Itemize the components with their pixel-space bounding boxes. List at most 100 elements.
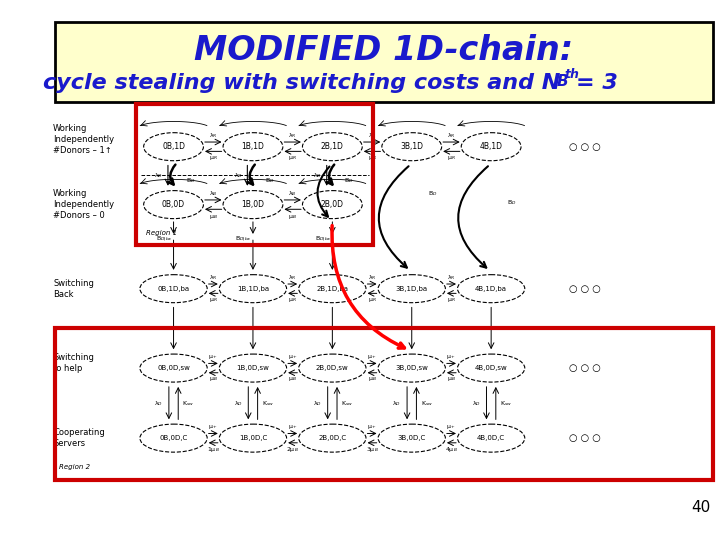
Text: 0B,0D: 0B,0D [162, 200, 185, 209]
Ellipse shape [299, 354, 366, 382]
Text: λ$_D$: λ$_D$ [472, 399, 481, 408]
Text: μ$_R$: μ$_R$ [288, 154, 297, 162]
Text: 2B,1D: 2B,1D [321, 142, 343, 151]
Text: μ$_+$: μ$_+$ [446, 353, 456, 361]
Text: 3B,1D: 3B,1D [400, 142, 423, 151]
Text: λ$_R$: λ$_R$ [447, 273, 456, 282]
Text: 2B,0D: 2B,0D [321, 200, 344, 209]
Text: λ$_R$: λ$_R$ [289, 131, 297, 140]
Text: 0B,1D,ba: 0B,1D,ba [158, 286, 189, 292]
Text: λ$_D$: λ$_D$ [396, 324, 405, 333]
Text: Switching
Back: Switching Back [53, 279, 94, 299]
Text: λ$_D$: λ$_D$ [233, 399, 243, 408]
Text: λ$_D$: λ$_D$ [154, 171, 163, 180]
Ellipse shape [223, 191, 283, 219]
Text: B$_{D|ba}$: B$_{D|ba}$ [315, 235, 331, 244]
Text: B$_{D|ba}$: B$_{D|ba}$ [156, 235, 172, 244]
Text: λ$_R$: λ$_R$ [209, 273, 217, 282]
Text: 0B,0D,C: 0B,0D,C [159, 435, 188, 441]
Text: μ$_+$: μ$_+$ [287, 423, 297, 431]
Text: cycle stealing with switching costs and N: cycle stealing with switching costs and … [42, 73, 560, 93]
Text: K$_{sw}$: K$_{sw}$ [500, 399, 512, 408]
Ellipse shape [144, 191, 204, 219]
Text: 3B,0D,sw: 3B,0D,sw [395, 365, 428, 371]
Ellipse shape [220, 424, 287, 452]
Text: μ$_+$: μ$_+$ [208, 353, 218, 361]
Ellipse shape [223, 133, 283, 161]
Text: B$_{D+ba}$: B$_{D+ba}$ [495, 324, 513, 333]
Text: 2B,1D,ba: 2B,1D,ba [316, 286, 348, 292]
Text: 3B,0D,C: 3B,0D,C [397, 435, 426, 441]
Text: B$_D$: B$_D$ [428, 189, 437, 198]
Text: μ$_B$: μ$_B$ [368, 375, 377, 383]
Text: λ$_D$: λ$_D$ [313, 171, 322, 180]
Text: 40: 40 [691, 500, 711, 515]
Text: ○ ○ ○: ○ ○ ○ [569, 363, 600, 373]
Text: th: th [564, 68, 579, 80]
Text: 1B,1D,ba: 1B,1D,ba [237, 286, 269, 292]
Text: K$_{sw}$: K$_{sw}$ [182, 399, 194, 408]
Ellipse shape [299, 275, 366, 303]
Ellipse shape [462, 133, 521, 161]
Text: μ$_R$: μ$_R$ [447, 154, 456, 162]
Text: λ$_B$: λ$_B$ [209, 189, 217, 198]
Text: 3μ$_B$: 3μ$_B$ [366, 445, 379, 454]
Text: μ$_R$: μ$_R$ [209, 296, 217, 304]
Ellipse shape [140, 354, 207, 382]
Text: 2μ$_B$: 2μ$_B$ [287, 445, 299, 454]
Ellipse shape [299, 424, 366, 452]
Text: λ$_R$: λ$_R$ [368, 131, 377, 140]
Text: 3B,1D,ba: 3B,1D,ba [396, 286, 428, 292]
Text: 4B,0D,C: 4B,0D,C [477, 435, 505, 441]
Text: Region 2: Region 2 [58, 464, 90, 470]
Text: 2B,0D,sw: 2B,0D,sw [316, 365, 348, 371]
FancyBboxPatch shape [48, 102, 720, 522]
Text: Working
Independently
#Donors – 0: Working Independently #Donors – 0 [53, 189, 114, 220]
Ellipse shape [302, 133, 362, 161]
Text: μ$_+$: μ$_+$ [446, 423, 456, 431]
Text: λ$_D$: λ$_D$ [392, 399, 401, 408]
Text: B$_D$: B$_D$ [507, 198, 516, 207]
Text: λ$_D$: λ$_D$ [154, 399, 163, 408]
Text: B: B [557, 74, 568, 89]
Text: ○ ○ ○: ○ ○ ○ [569, 284, 600, 294]
Text: λ$_B$: λ$_B$ [289, 189, 297, 198]
Text: μ$_+$: μ$_+$ [287, 353, 297, 361]
Ellipse shape [378, 275, 446, 303]
Ellipse shape [378, 424, 446, 452]
Text: Switching
to help: Switching to help [53, 353, 94, 374]
Text: λ$_D$: λ$_D$ [313, 399, 322, 408]
Text: μ$_B$: μ$_B$ [209, 375, 217, 383]
Text: λ$_R$: λ$_R$ [289, 273, 297, 282]
Text: 1μ$_B$: 1μ$_B$ [207, 445, 220, 454]
Text: 1B,1D: 1B,1D [241, 142, 264, 151]
Text: MODIFIED 1D-chain:: MODIFIED 1D-chain: [194, 34, 573, 67]
Text: λ$_D$: λ$_D$ [158, 324, 167, 333]
Ellipse shape [457, 354, 525, 382]
Text: B$_D$: B$_D$ [186, 176, 195, 185]
Ellipse shape [382, 133, 441, 161]
Text: λ$_D$: λ$_D$ [317, 324, 325, 333]
Text: B$_{D|ba}$: B$_{D|ba}$ [235, 235, 252, 244]
Text: λ$_R$: λ$_R$ [209, 131, 217, 140]
Ellipse shape [220, 275, 287, 303]
Text: 4μ$_B$: 4μ$_B$ [445, 445, 458, 454]
Text: μ$_R$: μ$_R$ [368, 154, 377, 162]
Text: 4B,1D,ba: 4B,1D,ba [475, 286, 507, 292]
Text: λ$_D$: λ$_D$ [475, 324, 485, 333]
Text: λ$_D$: λ$_D$ [233, 171, 243, 180]
Text: K$_{sw}$: K$_{sw}$ [262, 399, 274, 408]
Text: 2B,0D,C: 2B,0D,C [318, 435, 346, 441]
Text: 1B,0D,sw: 1B,0D,sw [236, 365, 269, 371]
Text: B$_D$: B$_D$ [265, 176, 274, 185]
Text: μ$_R$: μ$_R$ [288, 296, 297, 304]
FancyBboxPatch shape [55, 22, 713, 102]
Text: λ$_D$: λ$_D$ [238, 324, 246, 333]
Text: μ$_B$: μ$_B$ [209, 213, 217, 221]
Text: μ$_R$: μ$_R$ [368, 296, 377, 304]
Text: Region 1: Region 1 [145, 231, 176, 237]
Text: μ$_+$: μ$_+$ [208, 423, 218, 431]
Ellipse shape [302, 191, 362, 219]
Ellipse shape [144, 133, 204, 161]
Text: μ$_+$: μ$_+$ [367, 423, 377, 431]
